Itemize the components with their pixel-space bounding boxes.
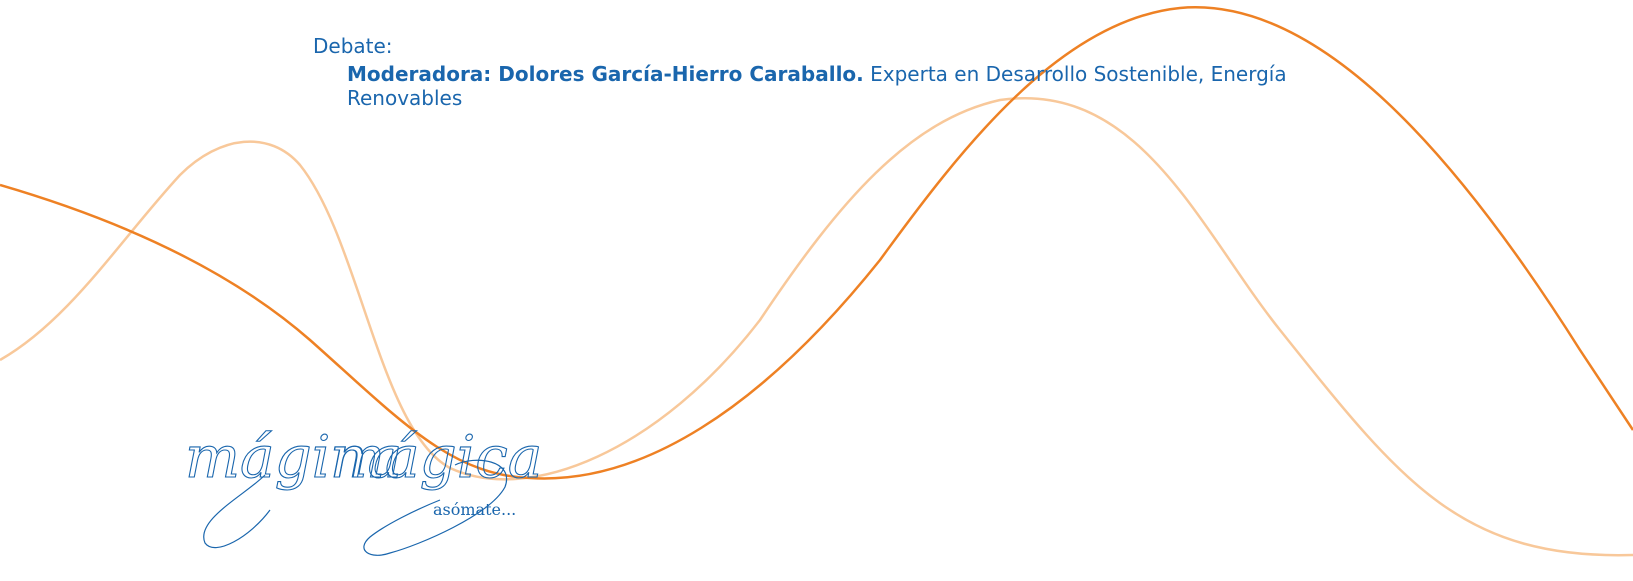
logo-word-magina: mágina xyxy=(185,425,402,491)
debate-section: Debate: Moderadora: Dolores García-Hierr… xyxy=(313,34,1397,110)
debate-heading: Debate: xyxy=(313,34,393,58)
moderator-name: Moderadora: Dolores García-Hierro Caraba… xyxy=(347,62,864,86)
logo-swash-right xyxy=(363,459,508,556)
logo-word-magica: mágica xyxy=(330,425,542,491)
light-orange-wave xyxy=(0,97,1633,557)
dark-orange-wave xyxy=(0,6,1633,480)
moderator-description: Experta en Desarrollo Sostenible, Energí… xyxy=(347,62,1287,110)
logo-swash-left xyxy=(203,474,271,549)
logo-tagline: asómate... xyxy=(433,500,516,519)
debate-moderator-line: Moderadora: Dolores García-Hierro Caraba… xyxy=(347,62,1397,110)
magina-magica-logo: mágina mágica asómate... xyxy=(185,425,545,565)
